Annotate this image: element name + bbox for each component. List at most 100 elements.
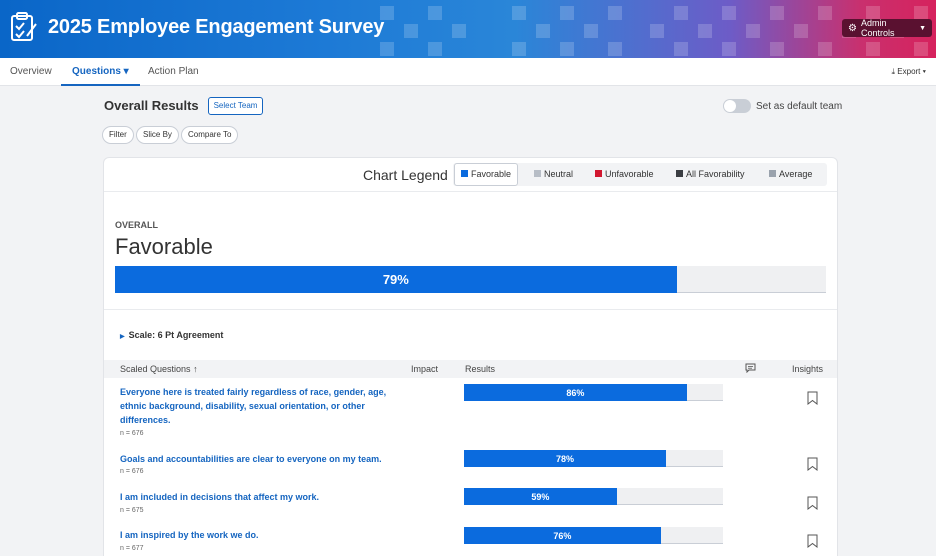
results-header: Results xyxy=(465,364,496,374)
legend-label: Average xyxy=(779,169,813,179)
scale-label: Scale: 6 Pt Agreement xyxy=(128,330,224,340)
divider xyxy=(104,191,837,192)
legend-all-favorability[interactable]: All Favorability xyxy=(676,163,745,186)
banner-tile xyxy=(818,42,832,56)
page-title: Overall Results xyxy=(104,98,199,113)
banner-tile xyxy=(380,42,394,56)
banner-tile xyxy=(674,42,688,56)
slice-by-button[interactable]: Slice By xyxy=(136,126,179,144)
app-title: 2025 Employee Engagement Survey xyxy=(48,16,385,38)
overall-bar-fill: 79% xyxy=(115,266,677,293)
result-bar-track: 86% xyxy=(464,384,723,401)
banner-tile xyxy=(770,42,784,56)
survey-clipboard-icon xyxy=(11,12,37,41)
gear-icon: ⚙ xyxy=(848,22,857,34)
select-team-button[interactable]: Select Team xyxy=(208,97,263,115)
result-bar-track: 78% xyxy=(464,450,723,467)
banner-tile xyxy=(428,6,442,20)
banner-pattern xyxy=(0,0,936,58)
comment-icon[interactable] xyxy=(745,363,756,373)
default-team-label: Set as default team xyxy=(756,101,843,112)
legend-neutral[interactable]: Neutral xyxy=(534,163,573,186)
question-link[interactable]: I am included in decisions that affect m… xyxy=(120,492,320,502)
sort-questions-header[interactable]: Scaled Questions ↑ xyxy=(120,364,198,374)
filter-button[interactable]: Filter xyxy=(102,126,134,144)
legend-label: All Favorability xyxy=(686,169,745,179)
banner-tile xyxy=(560,42,574,56)
export-button[interactable]: ⤓ Export ▾ xyxy=(892,58,927,86)
banner-tile xyxy=(866,42,880,56)
legend-swatch xyxy=(461,170,468,177)
banner-tile xyxy=(428,42,442,56)
scale-toggle[interactable]: ▶ Scale: 6 Pt Agreement xyxy=(120,330,223,340)
legend-swatch xyxy=(676,170,683,177)
tab-overview[interactable]: Overview xyxy=(10,66,52,77)
legend-label: Unfavorable xyxy=(605,169,654,179)
insights-header: Insights xyxy=(792,364,824,374)
caret-right-icon: ▶ xyxy=(120,334,125,340)
banner-tile xyxy=(914,42,928,56)
question-link[interactable]: Everyone here is treated fairly regardle… xyxy=(120,387,387,425)
legend-swatch xyxy=(769,170,776,177)
tab-action-plan[interactable]: Action Plan xyxy=(148,66,199,77)
caret-down-icon: ▼ xyxy=(919,24,926,32)
legend-average[interactable]: Average xyxy=(769,163,812,186)
result-bar-track: 76% xyxy=(464,527,723,544)
header-banner: 2025 Employee Engagement Survey ⚙ Admin … xyxy=(0,0,936,58)
banner-tile xyxy=(866,6,880,20)
banner-tile xyxy=(722,6,736,20)
bookmark-icon[interactable] xyxy=(807,457,818,471)
result-value: 76% xyxy=(553,530,572,541)
table-header xyxy=(104,360,837,378)
banner-tile xyxy=(770,6,784,20)
banner-tile xyxy=(512,42,526,56)
response-count: n = 676 xyxy=(120,468,144,475)
result-value: 78% xyxy=(556,453,575,464)
banner-tile xyxy=(536,24,550,38)
question-link[interactable]: I am inspired by the work we do. xyxy=(120,530,259,540)
banner-tile xyxy=(794,24,808,38)
chart-legend-label: Chart Legend xyxy=(363,167,448,183)
banner-tile xyxy=(914,6,928,20)
response-count: n = 677 xyxy=(120,545,144,552)
bookmark-icon[interactable] xyxy=(807,534,818,548)
questions-header-label: Scaled Questions xyxy=(120,364,191,374)
result-bar-fill: 76% xyxy=(464,527,661,544)
overall-caption: OVERALL xyxy=(115,220,159,230)
impact-header: Impact xyxy=(411,364,439,374)
export-label: Export ▾ xyxy=(897,67,926,76)
result-bar-track: 59% xyxy=(464,488,723,505)
overall-label: Favorable xyxy=(115,234,213,259)
legend-label: Favorable xyxy=(471,169,512,179)
bookmark-icon[interactable] xyxy=(807,391,818,405)
legend-favorable[interactable]: Favorable xyxy=(454,163,519,186)
arrow-up-icon: ↑ xyxy=(193,364,198,374)
overall-bar-track: 79% xyxy=(115,266,826,293)
result-value: 59% xyxy=(531,491,550,502)
banner-tile xyxy=(818,6,832,20)
banner-tile xyxy=(746,24,760,38)
response-count: n = 676 xyxy=(120,430,144,437)
divider xyxy=(104,309,837,310)
result-bar-fill: 78% xyxy=(464,450,667,467)
download-icon: ⤓ xyxy=(891,67,896,76)
default-team-toggle[interactable] xyxy=(723,99,751,113)
result-bar-fill: 86% xyxy=(464,384,687,401)
legend-label: Neutral xyxy=(544,169,574,179)
question-link[interactable]: Goals and accountabilities are clear to … xyxy=(120,454,382,464)
banner-tile xyxy=(584,24,598,38)
banner-tile xyxy=(380,6,394,20)
banner-tile xyxy=(404,24,418,38)
banner-tile xyxy=(722,42,736,56)
tab-questions[interactable]: Questions ▾ xyxy=(61,58,140,86)
compare-to-button[interactable]: Compare To xyxy=(181,126,239,144)
bookmark-icon[interactable] xyxy=(807,496,818,510)
legend-bar xyxy=(453,163,827,186)
banner-tile xyxy=(560,6,574,20)
banner-tile xyxy=(512,6,526,20)
legend-unfavorable[interactable]: Unfavorable xyxy=(595,163,654,186)
result-value: 86% xyxy=(566,387,585,398)
legend-swatch xyxy=(595,170,602,177)
banner-tile xyxy=(452,24,466,38)
admin-controls-button[interactable]: ⚙ Admin Controls ▼ xyxy=(842,18,932,38)
